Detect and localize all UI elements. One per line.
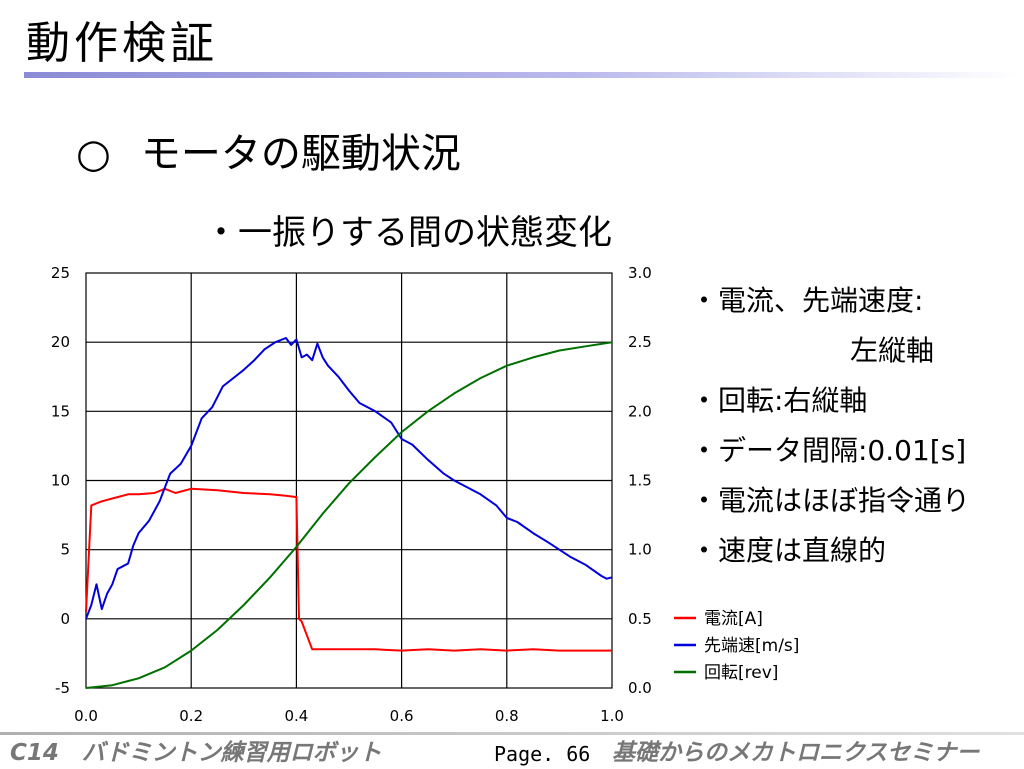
y2-tick-label: 1.5 bbox=[628, 472, 652, 490]
y2-tick-label: 3.0 bbox=[628, 264, 652, 282]
x-tick-label: 0.2 bbox=[179, 707, 203, 725]
slide-title: 動作検証 bbox=[26, 18, 218, 69]
y2-tick-label: 0.5 bbox=[628, 610, 652, 628]
y2-tick-label: 2.5 bbox=[628, 333, 652, 351]
note-item: ・電流、先端速度: bbox=[690, 284, 924, 317]
title-underline bbox=[24, 72, 1020, 78]
footer-divider bbox=[0, 732, 1024, 735]
footer-page-number: Page. 66 bbox=[494, 742, 591, 766]
plot-border bbox=[85, 272, 613, 689]
y2-tick-label: 1.0 bbox=[628, 541, 652, 559]
x-tick-label: 1.0 bbox=[600, 707, 624, 725]
series-line bbox=[85, 341, 613, 689]
series-line bbox=[85, 337, 613, 620]
y-tick-label: 5 bbox=[60, 541, 70, 559]
series-line bbox=[85, 487, 612, 652]
chart: 0.0 0.2 0.4 0.6 0.8 1.0 -5 0 5 10 15 20 25 0.0 0.5 1.0 1… bbox=[51, 264, 800, 725]
x-tick-label: 0.0 bbox=[74, 707, 98, 725]
x-tick-label: 0.6 bbox=[390, 707, 414, 725]
section-heading: ○ モータの駆動状況 bbox=[76, 128, 461, 180]
note-item: ・電流はほぼ指令通り bbox=[690, 484, 971, 517]
y-tick-label: -5 bbox=[55, 679, 70, 697]
notes-list: ・電流、先端速度: 左縦軸 ・回転:右縦軸 ・データ間隔:0.01[s] ・電流… bbox=[690, 276, 970, 576]
circle-bullet-icon: ○ bbox=[76, 131, 111, 177]
legend-label: 先端速[m/s] bbox=[704, 636, 799, 656]
footer-course-title: C14 バドミントン練習用ロボット bbox=[10, 740, 382, 766]
y-tick-label: 15 bbox=[51, 402, 70, 420]
chart-subheading: ・一振りする間の状態変化 bbox=[204, 213, 612, 253]
note-item: ・データ間隔:0.01[s] bbox=[690, 434, 967, 467]
footer-seminar-title: 基礎からのメカトロニクスセミナー bbox=[612, 740, 980, 766]
x-tick-label: 0.8 bbox=[495, 707, 519, 725]
y-tick-label: 20 bbox=[51, 333, 70, 351]
legend-label: 回転[rev] bbox=[704, 663, 778, 683]
note-item: ・速度は直線的 bbox=[690, 534, 887, 567]
note-item: ・回転:右縦軸 bbox=[690, 384, 868, 417]
y-tick-label: 25 bbox=[51, 264, 70, 282]
section-heading-text: モータの駆動状況 bbox=[140, 131, 461, 177]
legend-label: 電流[A] bbox=[704, 609, 763, 629]
note-item: 左縦軸 bbox=[850, 334, 935, 367]
y2-tick-label: 2.0 bbox=[628, 402, 652, 420]
y2-tick-label: 0.0 bbox=[628, 679, 652, 697]
x-tick-label: 0.4 bbox=[284, 707, 308, 725]
y-tick-label: 0 bbox=[60, 610, 70, 628]
y-tick-label: 10 bbox=[51, 472, 70, 490]
